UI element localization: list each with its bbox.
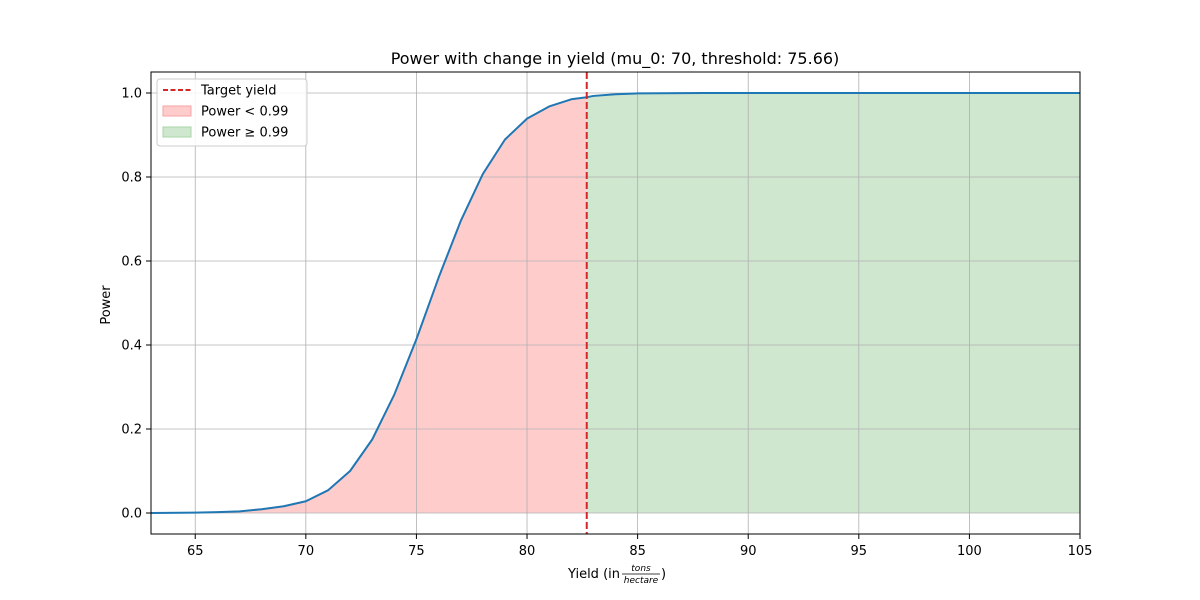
x-axis-ticks: 65 70 75 80 85 90 95 100 105 bbox=[187, 534, 1092, 559]
x-tick-label: 95 bbox=[851, 544, 868, 559]
legend-swatch-above-target bbox=[162, 126, 192, 138]
legend-box bbox=[156, 78, 308, 147]
x-axis-label-denominator: hectare bbox=[624, 576, 659, 586]
plot-frame bbox=[150, 71, 1081, 535]
y-axis-label: Power bbox=[99, 285, 114, 325]
chart-title: Power with change in yield (mu_0: 70, th… bbox=[391, 49, 840, 69]
x-axis-label-suffix: ) bbox=[661, 567, 666, 582]
legend-entries: Target yield Power < 0.99 Power ≥ 0.99 bbox=[162, 84, 288, 141]
x-axis-label-prefix: Yield (in bbox=[567, 567, 620, 582]
x-tick-label: 65 bbox=[187, 544, 204, 559]
series-layer bbox=[150, 92, 1080, 514]
x-tick-label: 70 bbox=[298, 544, 315, 559]
power-curve-line bbox=[150, 92, 1080, 514]
y-tick-label: 0.6 bbox=[121, 255, 142, 270]
x-tick-label: 85 bbox=[629, 544, 646, 559]
y-tick-label: 0.4 bbox=[121, 339, 142, 354]
legend-label: Target yield bbox=[200, 84, 277, 99]
y-axis-ticks: 0.0 0.2 0.4 0.6 0.8 1.0 bbox=[121, 87, 151, 522]
x-tick-label: 105 bbox=[1068, 544, 1093, 559]
legend-label: Power ≥ 0.99 bbox=[201, 126, 288, 141]
y-tick-label: 0.2 bbox=[121, 423, 142, 438]
legend-swatch-below-target bbox=[162, 105, 192, 117]
fill-regions bbox=[151, 93, 1080, 513]
fill-region-below-target bbox=[151, 97, 587, 513]
y-tick-label: 0.8 bbox=[121, 171, 142, 186]
y-tick-label: 0.0 bbox=[121, 507, 142, 522]
legend: Target yield Power < 0.99 Power ≥ 0.99 bbox=[156, 78, 308, 147]
fill-region-above-target bbox=[586, 93, 1080, 513]
x-tick-label: 90 bbox=[740, 544, 757, 559]
y-tick-label: 1.0 bbox=[121, 87, 142, 102]
x-axis-label: Yield (in tons hectare ) bbox=[567, 564, 666, 586]
x-axis-label-numerator: tons bbox=[631, 564, 651, 574]
x-tick-label: 80 bbox=[519, 544, 536, 559]
legend-label: Power < 0.99 bbox=[201, 105, 288, 120]
x-tick-label: 100 bbox=[957, 544, 982, 559]
x-tick-label: 75 bbox=[408, 544, 425, 559]
